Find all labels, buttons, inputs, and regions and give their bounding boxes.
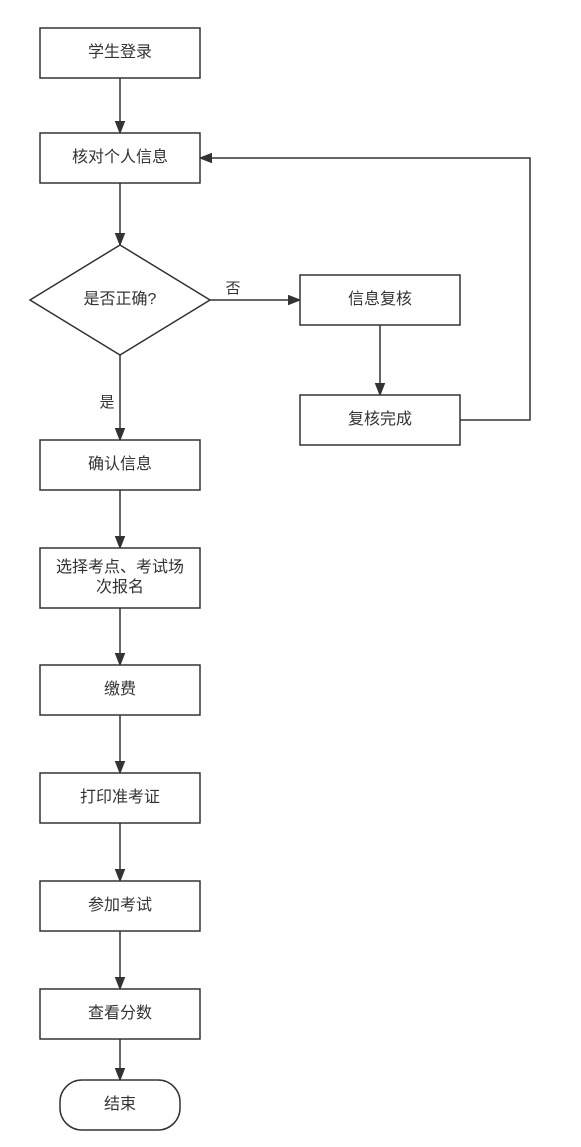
flowchart-canvas: 否是 学生登录核对个人信息是否正确? 信息复核复核完成确认信息选择考点、考试场次报名… [0,0,581,1147]
node-label-verify: 核对个人信息 [72,148,168,166]
node-label-login: 学生登录 [88,43,152,61]
node-correct: 是否正确? [30,245,210,355]
node-label-print: 打印准考证 [80,788,160,806]
edge-label-e6: 是 [99,394,114,411]
node-review_done: 复核完成 [300,395,460,445]
node-label-score: 查看分数 [88,1004,152,1022]
node-score: 查看分数 [40,989,200,1039]
edge-label-e3: 否 [225,280,240,297]
node-label-end: 结束 [104,1095,136,1113]
node-label-exam: 参加考试 [88,896,152,914]
node-pay: 缴费 [40,665,200,715]
node-label-pay: 缴费 [104,680,136,698]
node-verify: 核对个人信息 [40,133,200,183]
node-end: 结束 [60,1080,180,1130]
node-label-review_done: 复核完成 [348,410,412,428]
node-label-correct: 是否正确? [84,290,157,308]
node-review: 信息复核 [300,275,460,325]
node-exam: 参加考试 [40,881,200,931]
node-select: 选择考点、考试场次报名 [40,548,200,608]
node-label-review: 信息复核 [348,290,412,308]
node-confirm: 确认信息 [40,440,200,490]
node-print: 打印准考证 [40,773,200,823]
node-label-confirm: 确认信息 [88,455,152,473]
node-login: 学生登录 [40,28,200,78]
